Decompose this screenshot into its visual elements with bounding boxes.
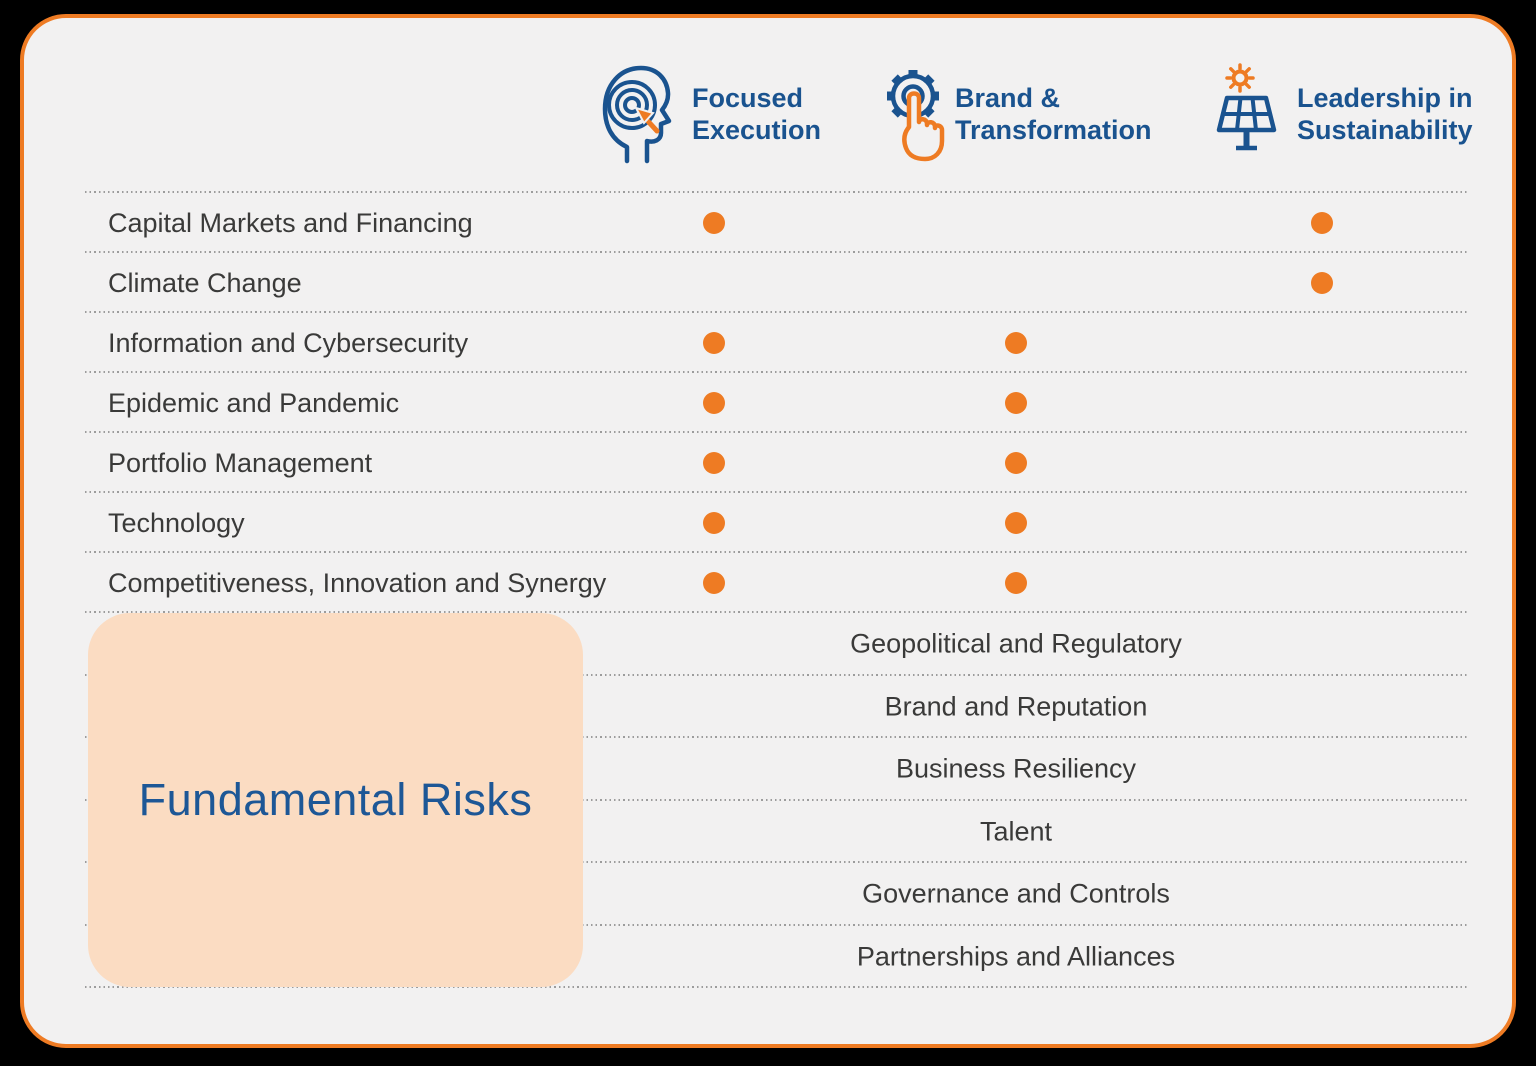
risk-label: Climate Change: [108, 267, 302, 298]
risk-label: Technology: [108, 507, 245, 538]
fundamental-risk-label: Business Resiliency: [895, 753, 1137, 784]
gear-hand-icon: [876, 62, 950, 166]
focused-execution-dot: [703, 572, 725, 594]
brand-transformation-dot: [1005, 332, 1027, 354]
focused-execution-dot: [703, 332, 725, 354]
fundamental-risks-box: Fundamental Risks: [88, 613, 583, 987]
pillar-label-leadership-sustainability: Leadership in Sustainability: [1297, 82, 1473, 146]
fundamental-risk-label: Brand and Reputation: [884, 691, 1148, 722]
fundamental-risk-rows: Geopolitical and Regulatory Brand and Re…: [85, 613, 1469, 988]
brand-transformation-dot: [1005, 392, 1027, 414]
risk-label: Competitiveness, Innovation and Synergy: [108, 567, 607, 598]
table-row: Geopolitical and Regulatory: [85, 613, 1469, 676]
fundamental-risk-label: Geopolitical and Regulatory: [850, 628, 1182, 659]
table-row: Climate Change: [85, 253, 1469, 313]
focused-execution-dot: [703, 392, 725, 414]
pillar-label-line1: Brand &: [955, 83, 1061, 113]
pillar-label-line1: Focused: [692, 83, 804, 113]
fundamental-risk-label: Partnerships and Alliances: [856, 941, 1176, 972]
fundamental-risk-label: Governance and Controls: [862, 878, 1170, 909]
leadership-sustainability-dot: [1311, 272, 1333, 294]
strategic-risk-rows: Capital Markets and Financing Climate Ch…: [85, 191, 1469, 613]
leadership-sustainability-dot: [1311, 212, 1333, 234]
table-row: Epidemic and Pandemic: [85, 373, 1469, 433]
table-row: Technology: [85, 493, 1469, 553]
table-row: Talent: [85, 801, 1469, 864]
table-row: Brand and Reputation: [85, 676, 1469, 739]
pillar-label-line2: Transformation: [955, 115, 1152, 145]
table-row: Information and Cybersecurity: [85, 313, 1469, 373]
risk-label: Portfolio Management: [108, 447, 373, 478]
risk-label: Information and Cybersecurity: [108, 327, 469, 358]
table-row: Governance and Controls: [85, 863, 1469, 926]
brand-transformation-dot: [1005, 572, 1027, 594]
head-target-icon: [598, 62, 672, 166]
focused-execution-dot: [703, 212, 725, 234]
table-row: Capital Markets and Financing: [85, 193, 1469, 253]
pillar-label-focused-execution: Focused Execution: [692, 82, 821, 146]
pillar-label-line2: Execution: [692, 115, 822, 145]
pillar-label-brand-transformation: Brand & Transformation: [955, 82, 1152, 146]
risk-label: Epidemic and Pandemic: [108, 387, 400, 418]
pillar-label-line1: Leadership in: [1297, 83, 1473, 113]
solar-panel-icon: [1210, 62, 1284, 166]
brand-transformation-dot: [1005, 512, 1027, 534]
focused-execution-dot: [703, 452, 725, 474]
pillar-label-line2: Sustainability: [1297, 115, 1473, 145]
fundamental-risks-title: Fundamental Risks: [138, 774, 533, 825]
brand-transformation-dot: [1005, 452, 1027, 474]
table-row: Competitiveness, Innovation and Synergy: [85, 553, 1469, 613]
risk-label: Capital Markets and Financing: [108, 207, 473, 238]
fundamental-risk-label: Talent: [979, 816, 1053, 847]
table-row: Business Resiliency: [85, 738, 1469, 801]
focused-execution-dot: [703, 512, 725, 534]
table-row: Portfolio Management: [85, 433, 1469, 493]
infographic-card: Focused Execution Brand & Transformation: [20, 14, 1516, 1048]
table-row: Partnerships and Alliances: [85, 926, 1469, 989]
